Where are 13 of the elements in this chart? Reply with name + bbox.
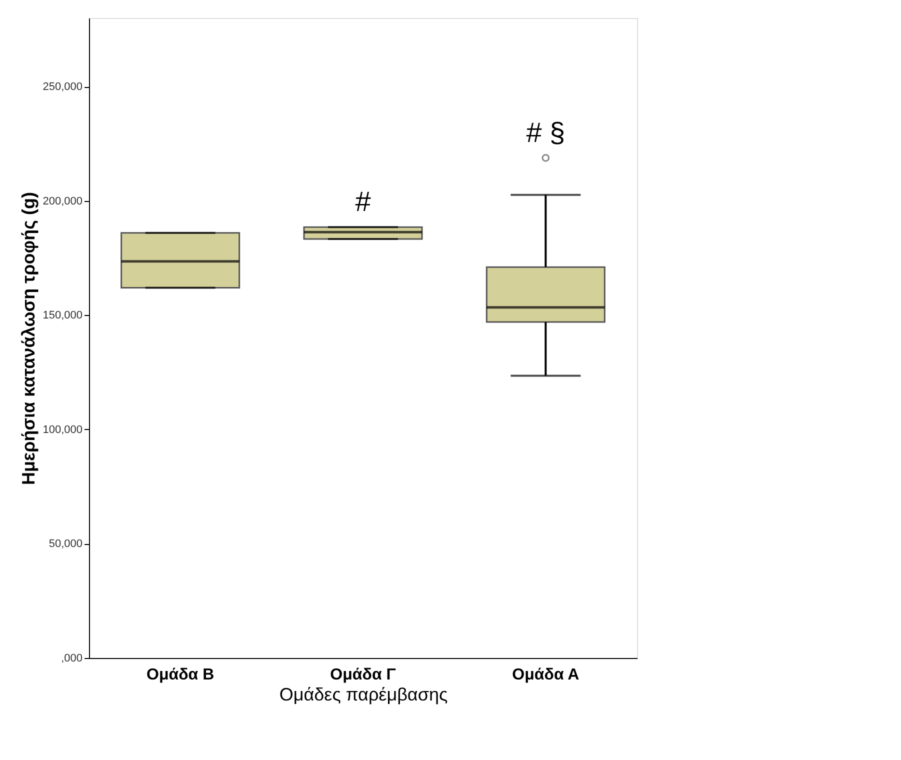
y-tick-label: ,000 bbox=[61, 652, 82, 664]
y-axis-title: Ημερήσια κατανάλωση τροφής (g) bbox=[18, 192, 39, 485]
y-tick-label: 250,000 bbox=[42, 81, 82, 94]
annotation: # bbox=[355, 186, 372, 218]
y-tick-label: 200,000 bbox=[42, 195, 82, 208]
x-tick-label: Ομάδα Α bbox=[512, 666, 580, 684]
annotation: # § bbox=[526, 116, 566, 148]
x-tick-label: Ομάδα Γ bbox=[330, 666, 396, 684]
y-tick-label: 50,000 bbox=[48, 538, 82, 550]
y-tick-label: 150,000 bbox=[42, 310, 82, 322]
x-axis-title: Ομάδες παρέμβασης bbox=[279, 684, 448, 704]
y-tick-label: 100,000 bbox=[42, 424, 82, 436]
x-tick-label: Ομάδα Β bbox=[146, 666, 214, 684]
